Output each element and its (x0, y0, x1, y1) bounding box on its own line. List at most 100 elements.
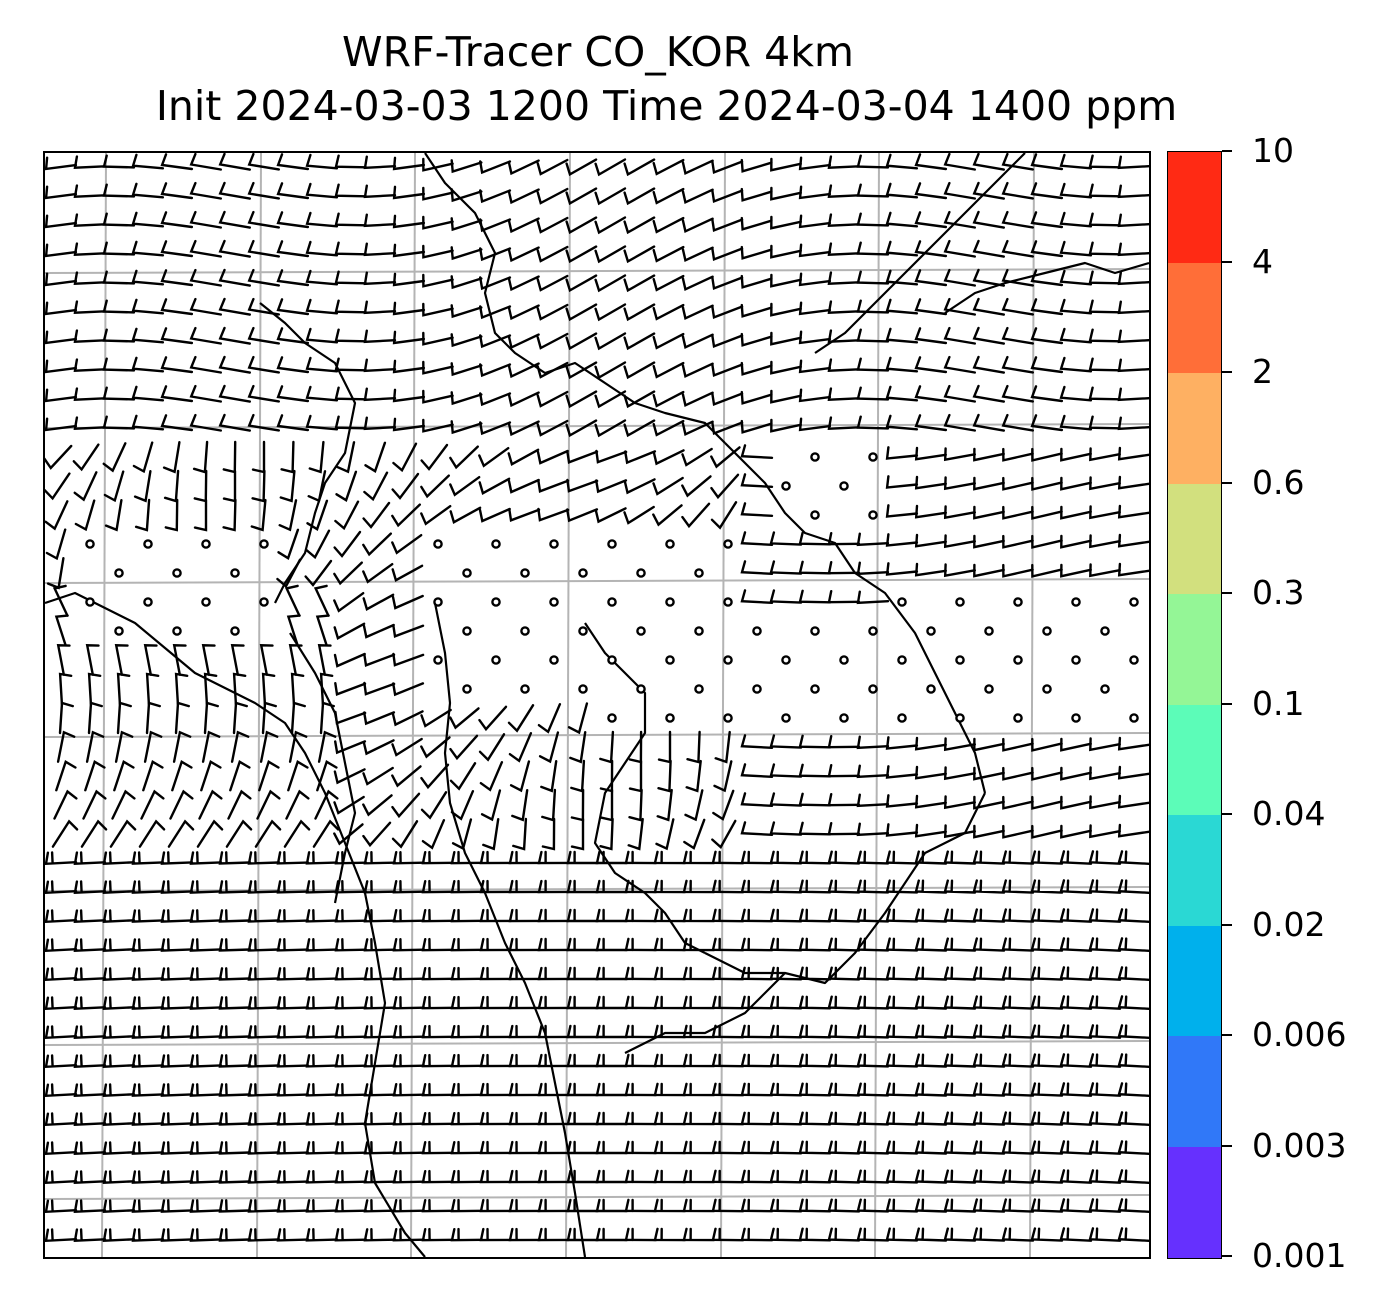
wind-barb (1001, 1053, 1035, 1068)
wind-barb (1088, 357, 1122, 372)
wind-barb (711, 995, 745, 1010)
wind-barb (856, 995, 890, 1010)
wind-barb (769, 821, 803, 836)
wind-barb (45, 359, 78, 374)
wind-barb (1059, 1227, 1093, 1242)
wind-barb (334, 740, 367, 755)
wind-barb (421, 819, 446, 850)
wind-barb (189, 909, 223, 923)
wind-barb (537, 507, 570, 522)
wind-barb (973, 824, 1005, 839)
wind-barb (362, 821, 392, 848)
wind-barb (285, 789, 310, 820)
wind-barb (421, 1024, 455, 1039)
calm-circle (868, 452, 878, 462)
wind-barb (1030, 269, 1064, 287)
wind-barb (914, 1169, 948, 1184)
wind-barb (541, 817, 556, 851)
wind-barb-map (45, 153, 1149, 1257)
gridline-vertical (565, 153, 571, 1257)
wind-barb (856, 908, 890, 923)
wind-barb (84, 760, 106, 792)
wind-barb (914, 1140, 948, 1155)
wind-barb (885, 1140, 919, 1155)
wind-barb (827, 822, 861, 836)
wind-barb (363, 909, 397, 923)
calm-circle (85, 597, 95, 607)
wind-barb (392, 967, 426, 981)
wind-barb (286, 614, 301, 647)
calm-circle (636, 626, 646, 636)
wind-barb (1088, 241, 1122, 256)
wind-barb (333, 530, 362, 558)
wind-barb (538, 731, 560, 764)
wind-barb (1117, 155, 1149, 170)
wind-barb (45, 1112, 78, 1127)
wind-barb (653, 1053, 687, 1068)
calm-circle (520, 684, 530, 694)
wind-barb (189, 1083, 223, 1097)
wind-barb (943, 1198, 977, 1213)
wind-barb (623, 419, 656, 438)
wind-barb (885, 1169, 919, 1184)
wind-barb (450, 159, 483, 174)
wind-barb (537, 1024, 571, 1039)
wind-barb (798, 301, 832, 316)
wind-barb (116, 701, 132, 735)
map-panel[interactable] (43, 151, 1151, 1259)
wind-barb (740, 792, 774, 807)
wind-barb (450, 879, 484, 894)
wind-barb (218, 909, 252, 923)
wind-barb (131, 1228, 165, 1242)
wind-barb (1031, 737, 1063, 752)
wind-barb (769, 879, 803, 894)
colorbar-segment (1168, 925, 1221, 1037)
wind-barb (479, 218, 512, 233)
wind-barb (314, 789, 339, 820)
wind-barb (102, 183, 136, 198)
wind-barb (276, 1170, 310, 1184)
wind-barb (131, 909, 165, 923)
wind-barb (1030, 1198, 1064, 1213)
wind-barb (131, 153, 165, 170)
wind-barb (914, 504, 947, 519)
wind-barb (682, 1227, 716, 1242)
wind-barb (102, 415, 136, 430)
wind-barb (1059, 995, 1093, 1010)
wind-barb (885, 794, 919, 808)
wind-barb (681, 159, 714, 176)
wind-barb (218, 326, 251, 345)
wind-barb (1001, 268, 1034, 287)
wind-barb (1002, 476, 1034, 491)
wind-barb (102, 1170, 136, 1184)
wind-barb (1059, 153, 1093, 170)
wind-barb (972, 1024, 1006, 1039)
wind-barb (914, 794, 947, 809)
wind-barb (623, 274, 656, 293)
wind-barb (72, 443, 100, 472)
wind-barb (450, 908, 484, 923)
wind-barb (189, 153, 222, 171)
wind-barb (1117, 1227, 1149, 1242)
wind-barb (624, 1024, 658, 1039)
wind-barb (218, 1112, 252, 1126)
wind-barb (885, 879, 919, 894)
wind-barb (189, 413, 222, 432)
wind-barb (856, 1140, 890, 1155)
wind-barb (1089, 476, 1121, 491)
wind-barb (140, 789, 165, 820)
wind-barb (218, 1170, 252, 1184)
colorbar-segment (1168, 373, 1221, 485)
wind-barb (160, 909, 194, 923)
wind-barb (943, 210, 976, 229)
wind-barb (1059, 327, 1093, 344)
calm-circle (897, 713, 907, 723)
wind-barb (1117, 1111, 1149, 1126)
wind-barb (334, 1025, 368, 1039)
wind-barb (218, 851, 252, 865)
wind-barb (856, 328, 890, 343)
wind-barb (711, 1169, 745, 1184)
wind-barb (480, 789, 502, 822)
wind-barb (334, 183, 368, 198)
wind-barb (740, 1227, 774, 1242)
